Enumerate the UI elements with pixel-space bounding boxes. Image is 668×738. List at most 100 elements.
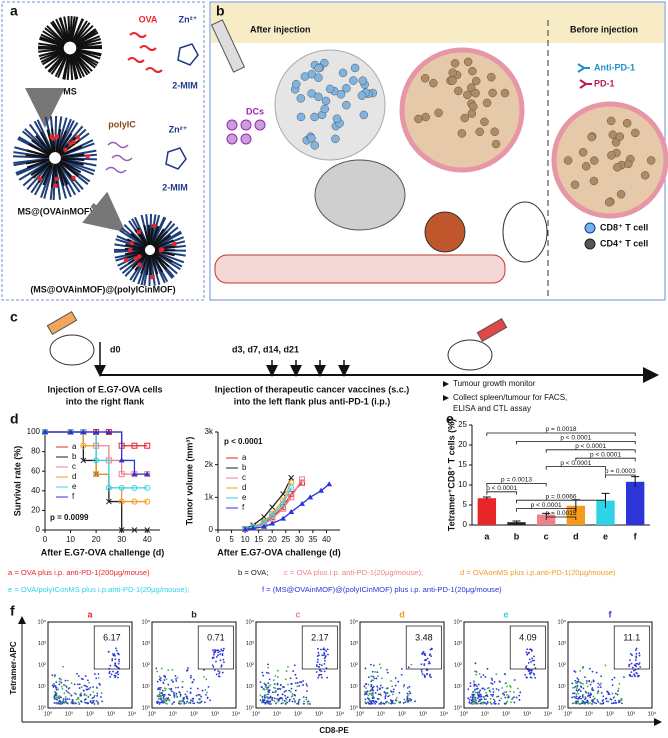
flow-dot — [72, 702, 75, 705]
flow-dot — [595, 671, 598, 674]
flow-dot — [384, 691, 387, 694]
flow-dot — [163, 687, 166, 690]
flow-dot — [530, 661, 532, 663]
flow-y-tick: 10⁰ — [350, 704, 359, 711]
flow-dot — [302, 684, 304, 686]
flow-dot — [297, 702, 300, 705]
flow-dot — [53, 675, 56, 678]
flow-dot — [60, 685, 63, 688]
spike — [140, 256, 150, 286]
flow-dot — [481, 702, 484, 705]
flow-dot — [294, 682, 297, 685]
ova-dot — [53, 183, 58, 188]
flow-y-tick: 10⁰ — [454, 704, 463, 711]
flow-dot — [217, 675, 220, 678]
flow-dot — [185, 695, 188, 698]
spike — [54, 53, 69, 78]
flow-dot — [525, 666, 527, 669]
flow-dot — [386, 671, 389, 674]
flow-dot — [156, 670, 159, 673]
spike — [75, 48, 102, 57]
flow-dot — [478, 672, 481, 675]
sig-label: p < 0.0001 — [486, 485, 517, 492]
flow-dot — [59, 701, 62, 703]
flow-dot — [58, 677, 61, 680]
spike — [31, 139, 51, 156]
gate-percent: 4.09 — [519, 632, 537, 642]
flow-y-tick: 10⁴ — [142, 618, 151, 625]
flow-dot — [582, 687, 585, 690]
flow-dot — [326, 648, 329, 651]
spike — [156, 251, 185, 264]
flow-frame — [47, 621, 133, 709]
flow-dot — [217, 670, 220, 672]
flow-dot — [175, 694, 178, 696]
flow-dot — [118, 653, 120, 656]
flow-dot — [66, 702, 69, 704]
flow-dot — [376, 686, 379, 689]
flow-dot — [316, 661, 319, 664]
flow-dot — [78, 683, 81, 686]
flow-dot — [117, 666, 120, 669]
flow-dot — [271, 699, 273, 701]
flow-dot — [221, 652, 224, 655]
flow-dot — [261, 696, 264, 698]
flow-dot — [323, 657, 326, 660]
flow-dot — [616, 693, 619, 696]
flow-dot — [325, 650, 328, 653]
flow-x-tick: 10⁰ — [460, 710, 469, 717]
flow-dot — [364, 692, 367, 695]
mouse — [502, 201, 548, 263]
flow-dot — [55, 688, 58, 691]
x-tick-label: d — [573, 531, 579, 541]
flow-x-tick: 10¹ — [377, 711, 385, 717]
flow-dot — [296, 682, 299, 684]
flow-dot — [478, 691, 481, 694]
flow-dot — [638, 674, 640, 677]
flow-dot — [406, 686, 409, 689]
flow-dot — [584, 698, 586, 700]
flow-dot — [219, 653, 222, 656]
flow-dot — [576, 684, 579, 687]
flow-dot — [369, 689, 372, 692]
flow-dot — [472, 694, 475, 697]
flow-dot — [78, 703, 81, 705]
flow-dot — [294, 700, 296, 702]
flow-dot — [384, 697, 387, 700]
flow-dot — [428, 662, 431, 665]
legend-label: e — [72, 482, 77, 491]
flow-dot — [480, 676, 482, 678]
flow-dot — [589, 702, 592, 704]
marker — [93, 457, 100, 464]
marker — [288, 484, 295, 491]
dc — [254, 119, 266, 131]
marker — [131, 498, 138, 505]
flow-dot — [159, 688, 161, 691]
flow-dot — [576, 690, 579, 693]
flow-dot — [576, 687, 578, 689]
flow-dot — [399, 701, 402, 703]
cd8-icon — [584, 222, 596, 234]
spike — [40, 49, 65, 63]
flow-dot — [66, 698, 69, 700]
flow-dot — [299, 681, 301, 683]
flow-dot — [204, 688, 207, 691]
flow-dot — [65, 686, 68, 688]
flow-dot — [585, 701, 588, 704]
flow-dot — [422, 650, 425, 653]
flow-y-tick: 10⁰ — [558, 704, 567, 711]
flow-dot — [577, 678, 580, 681]
marker — [80, 429, 87, 434]
spike — [76, 41, 102, 48]
cell — [587, 132, 596, 142]
flow-dot — [372, 679, 375, 682]
flow-dot — [266, 696, 268, 698]
flow-dot — [477, 694, 480, 697]
flow-dot — [265, 671, 268, 674]
error-bar — [542, 512, 551, 516]
dcs-label: DCs — [246, 106, 264, 116]
x-tick-label: a — [484, 531, 490, 541]
flow-dot — [171, 703, 174, 705]
flow-dot — [481, 687, 484, 690]
